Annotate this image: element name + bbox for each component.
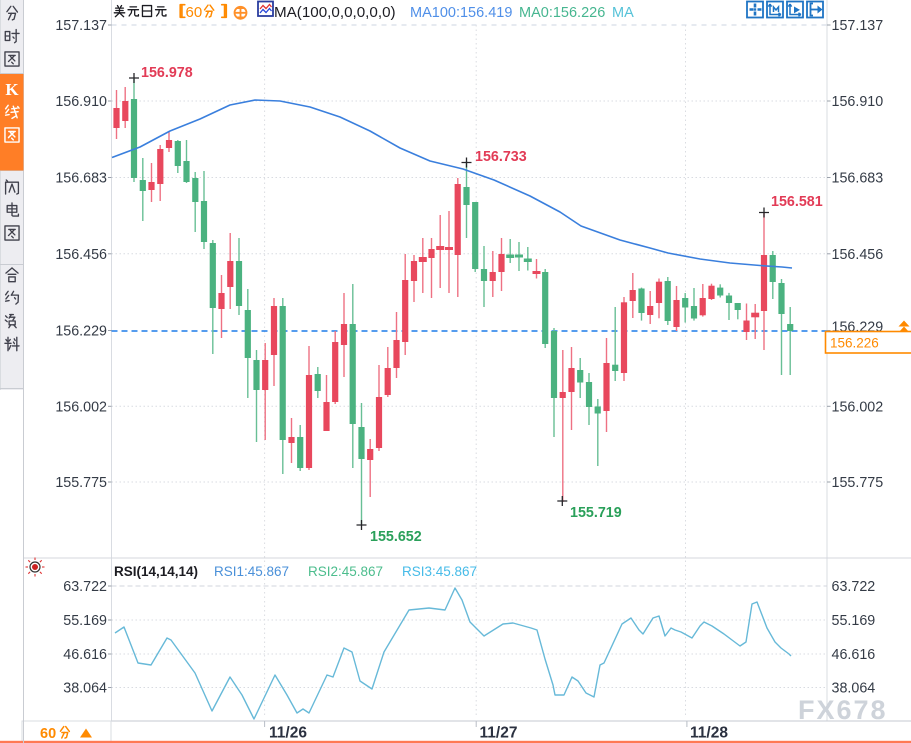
svg-text:11/27: 11/27 — [480, 725, 518, 742]
svg-text:MA: MA — [612, 5, 634, 21]
svg-text:156.978: 156.978 — [141, 65, 193, 81]
svg-text:156.002: 156.002 — [55, 399, 107, 415]
svg-text:MA100:156.419: MA100:156.419 — [410, 5, 512, 21]
svg-text:63.722: 63.722 — [832, 579, 876, 595]
svg-text:156.226: 156.226 — [830, 336, 879, 351]
svg-text:11/28: 11/28 — [690, 725, 728, 742]
svg-text:155.719: 155.719 — [570, 505, 622, 521]
svg-text:156.910: 156.910 — [832, 94, 884, 110]
svg-text:155.775: 155.775 — [832, 475, 884, 491]
svg-text:157.137: 157.137 — [55, 18, 107, 34]
svg-text:RSI(14,14,14): RSI(14,14,14) — [114, 564, 198, 579]
svg-text:156.002: 156.002 — [832, 399, 884, 415]
svg-text:55.169: 55.169 — [832, 613, 876, 629]
svg-text:46.616: 46.616 — [63, 647, 107, 663]
svg-text:60: 60 — [186, 4, 203, 21]
svg-text:MA0:156.226: MA0:156.226 — [519, 5, 605, 21]
svg-text:RSI2:45.867: RSI2:45.867 — [308, 564, 383, 579]
svg-text:K: K — [5, 80, 19, 99]
svg-text:156.910: 156.910 — [55, 94, 107, 110]
svg-text:11/26: 11/26 — [269, 725, 307, 742]
svg-text:FX678: FX678 — [798, 695, 888, 725]
svg-text:38.064: 38.064 — [63, 681, 107, 697]
svg-text:157.137: 157.137 — [832, 18, 884, 34]
svg-text:156.456: 156.456 — [55, 247, 107, 263]
svg-text:156.683: 156.683 — [832, 171, 884, 187]
svg-text:RSI1:45.867: RSI1:45.867 — [214, 564, 289, 579]
svg-text:155.775: 155.775 — [55, 475, 107, 491]
svg-text:38.064: 38.064 — [832, 681, 876, 697]
svg-text:63.722: 63.722 — [63, 579, 107, 595]
svg-text:156.229: 156.229 — [55, 324, 107, 340]
svg-text:RSI3:45.867: RSI3:45.867 — [402, 564, 477, 579]
svg-text:156.581: 156.581 — [771, 194, 823, 210]
svg-text:60: 60 — [40, 726, 56, 742]
svg-text:156.733: 156.733 — [475, 149, 527, 165]
svg-text:156.683: 156.683 — [55, 171, 107, 187]
svg-text:155.652: 155.652 — [370, 529, 422, 545]
svg-text:55.169: 55.169 — [63, 613, 107, 629]
svg-text:46.616: 46.616 — [832, 647, 876, 663]
svg-text:MA(100,0,0,0,0,0): MA(100,0,0,0,0,0) — [274, 4, 396, 21]
svg-text:156.456: 156.456 — [832, 247, 884, 263]
